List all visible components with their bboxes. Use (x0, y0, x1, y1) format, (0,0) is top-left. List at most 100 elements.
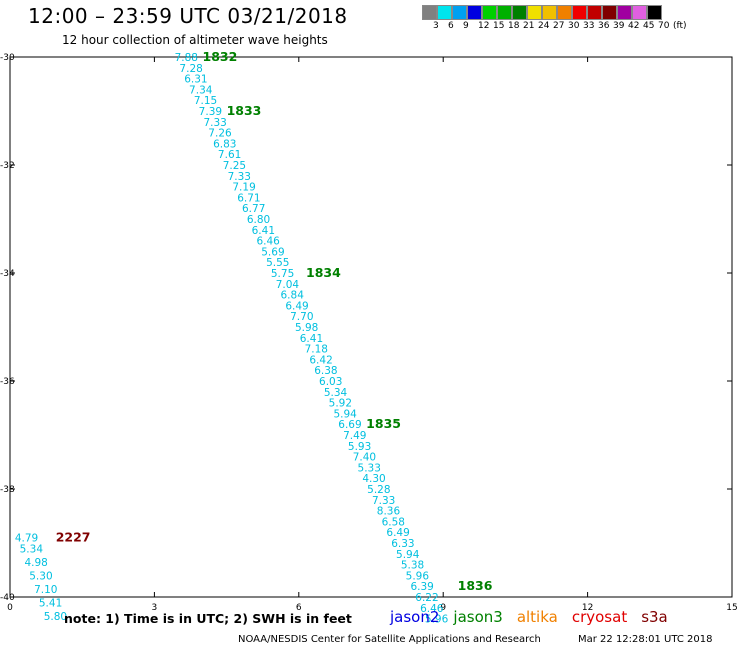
legend-label: 18 (508, 21, 520, 31)
wave-height-value: 7.40 (353, 452, 376, 464)
wave-height-value: 5.28 (367, 484, 390, 496)
y-tick-label: -40 (0, 593, 15, 603)
satellite-jason3: jason3 (453, 608, 503, 626)
legend-label: 9 (463, 21, 469, 31)
legend-label: (ft) (673, 21, 687, 31)
plot-border (9, 56, 733, 598)
satellite-altika: altika (516, 608, 558, 626)
wave-height-value: 7.88 (175, 52, 198, 64)
legend-swatch (437, 5, 452, 20)
wave-height-value: 5.69 (261, 246, 284, 258)
time-label: 1834 (306, 265, 341, 280)
legend-swatch (467, 5, 482, 20)
wave-height-value: 6.69 (338, 419, 361, 431)
legend-swatch (587, 5, 602, 20)
wave-height-value: 7.19 (232, 182, 255, 194)
wave-height-value: 5.30 (29, 570, 52, 582)
wave-height-value: 7.26 (208, 128, 232, 140)
wave-height-value: 7.10 (34, 584, 57, 596)
x-tick-label: 3 (152, 603, 158, 613)
y-tick-label: -34 (0, 269, 15, 279)
wave-height-value: 5.96 (406, 570, 430, 582)
wave-height-value: 6.46 (420, 603, 444, 615)
wave-height-value: 6.39 (410, 581, 433, 593)
wave-height-value: 6.41 (252, 225, 275, 237)
satellite-cryosat: cryosat (571, 608, 628, 626)
wave-height-value: 7.28 (179, 63, 202, 75)
satellite-legend: jason2 jason3 altika cryosat s3a (390, 608, 682, 626)
y-tick-label: -36 (0, 377, 15, 387)
legend-swatch (482, 5, 497, 20)
wave-height-value: 4.98 (24, 557, 47, 569)
generation-timestamp: Mar 22 12:28:01 UTC 2018 (578, 634, 713, 645)
legend-label: 3 (433, 21, 439, 31)
y-tick-label: -32 (0, 161, 15, 171)
wave-height-value: 5.34 (324, 387, 348, 399)
x-tick-label: 12 (582, 603, 593, 613)
wave-height-value: 7.70 (290, 311, 313, 323)
time-label: 1836 (458, 578, 493, 593)
wave-height-value: 5.75 (271, 268, 294, 280)
wave-height-value: 5.41 (39, 597, 62, 609)
legend-swatch (527, 5, 542, 20)
y-tick-label: -30 (0, 53, 15, 63)
wave-height-value: 7.39 (199, 106, 222, 118)
legend-swatch (632, 5, 647, 20)
wave-height-value: 6.31 (184, 74, 207, 86)
wave-height-value: 5.93 (348, 441, 371, 453)
legend-label: 36 (598, 21, 610, 31)
legend-swatch (602, 5, 617, 20)
axis-ticks: 0 3 6 9 12 15 -30 -32 -34 -36 -38 -40 (0, 53, 738, 613)
wave-height-value: 7.04 (276, 279, 300, 291)
wave-height-value: 6.22 (415, 592, 438, 604)
satellite-s3a: s3a (641, 608, 668, 626)
wave-height-value: 6.83 (213, 138, 236, 150)
wave-height-value: 5.80 (44, 611, 67, 623)
wave-height-value: 6.84 (281, 290, 305, 302)
legend-swatch (452, 5, 467, 20)
wave-height-value: 5.98 (295, 322, 318, 334)
legend-label: 27 (553, 21, 565, 31)
legend-swatch (572, 5, 587, 20)
wave-height-value: 6.71 (237, 192, 260, 204)
wave-height-value: 7.49 (343, 430, 366, 442)
chart-subtitle: 12 hour collection of altimeter wave hei… (62, 33, 328, 47)
legend-label: 45 (643, 21, 655, 31)
time-label: 1833 (227, 103, 262, 118)
x-tick-label: 9 (440, 603, 446, 613)
legend-label: 42 (628, 21, 640, 31)
wave-height-value: 5.94 (396, 549, 420, 561)
legend-label: 33 (583, 21, 595, 31)
wave-height-value: 6.49 (285, 300, 308, 312)
y-tick-label: -38 (0, 485, 15, 495)
wave-height-value: 4.79 (15, 533, 38, 545)
legend-label: 39 (613, 21, 625, 31)
wave-height-value: 5.33 (358, 462, 381, 474)
legend-swatch (422, 5, 437, 20)
x-tick-label: 0 (7, 603, 13, 613)
color-scale-legend (422, 5, 662, 21)
wave-height-value: 4.30 (362, 473, 385, 485)
credit-line: NOAA/NESDIS Center for Satellite Applica… (238, 634, 541, 645)
wave-height-value: 5.34 (20, 543, 44, 555)
wave-height-value: 5.38 (401, 560, 424, 572)
legend-label: 15 (493, 21, 505, 31)
footnote: note: 1) Time is in UTC; 2) SWH is in fe… (64, 611, 352, 626)
legend-label: 24 (538, 21, 550, 31)
wave-height-value: 8.36 (377, 506, 401, 518)
wave-height-value: 6.77 (242, 203, 265, 215)
wave-height-value: 6.80 (247, 214, 270, 226)
wave-height-value: 7.61 (218, 149, 241, 161)
wave-height-value: 7.34 (189, 84, 213, 96)
chart-title: 12:00 – 23:59 UTC 03/21/2018 (28, 4, 348, 28)
wave-height-value: 5.96 (425, 614, 449, 626)
wave-height-labels: 7.887.286.317.347.157.397.337.266.837.61… (15, 49, 493, 626)
wave-height-value: 7.33 (203, 117, 226, 129)
time-label: 1832 (203, 49, 238, 64)
legend-label: 30 (568, 21, 580, 31)
wave-height-value: 5.55 (266, 257, 289, 269)
wave-height-value: 7.18 (305, 344, 328, 356)
x-tick-label: 6 (296, 603, 302, 613)
color-scale-labels: 3 6 9 12 15 18 21 24 27 30 33 36 39 42 45 70 (ft) (422, 21, 740, 35)
